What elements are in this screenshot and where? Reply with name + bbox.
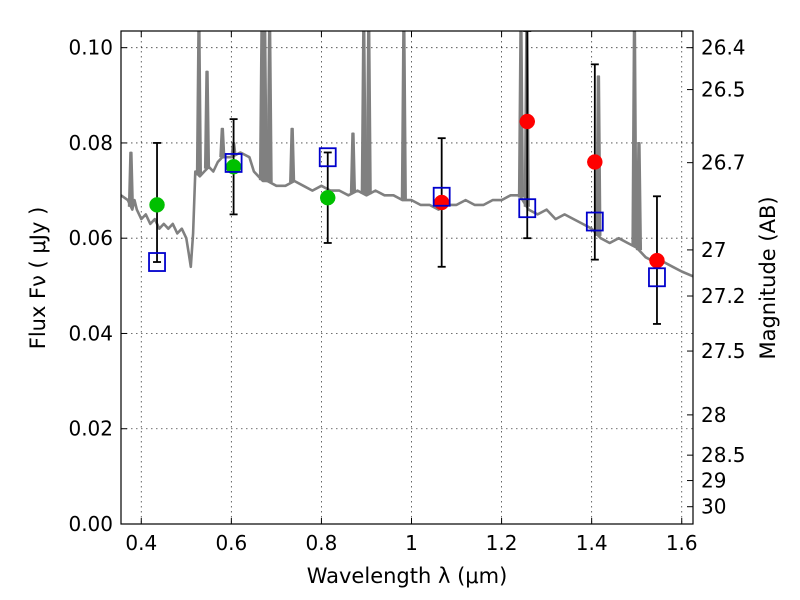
red-point [519, 113, 536, 130]
y2-tick-label: 27.2 [701, 284, 746, 308]
y-tick-label: 0.02 [68, 417, 113, 441]
y-tick-label: 0.06 [68, 226, 113, 250]
emission-line [349, 132, 357, 193]
emission-line [195, 31, 203, 176]
model-photometry-square [318, 147, 337, 168]
y2-tick-label: 28.5 [701, 443, 746, 467]
x-tick-label: 1 [405, 531, 418, 555]
y2-tick-label: 27 [701, 238, 726, 262]
y2-tick-label: 26.7 [701, 151, 746, 175]
model-photometry-square [648, 267, 666, 288]
axis-ticks: 0.4 0.6 0.8 1 1.2 1.4 1.6 0.00 0.02 0.04 0.06 0.08 0… [68, 31, 746, 555]
emission-line [400, 31, 407, 201]
red-point [649, 252, 665, 269]
x-tick-label: 0.8 [306, 531, 338, 555]
model-photometry-square [148, 252, 166, 272]
y-tick-label: 0.04 [68, 321, 113, 345]
data-points [148, 31, 666, 325]
y2-tick-label: 26.5 [701, 78, 746, 102]
x-tick-label: 1.2 [486, 531, 518, 555]
green-point [319, 189, 336, 206]
emission-line [289, 127, 296, 183]
emission-line [266, 31, 273, 183]
y2-tick-label: 30 [701, 495, 726, 519]
emission-line [360, 31, 367, 194]
model-photometry-square [585, 211, 604, 232]
y2-tick-label: 27.5 [701, 339, 746, 363]
emission-line [203, 70, 211, 169]
x-tick-label: 0.4 [125, 531, 157, 555]
plot-frame [120, 30, 694, 525]
y2-axis-label: Magnitude (AB) [756, 196, 780, 359]
red-point [433, 194, 450, 211]
model-spectrum [121, 31, 693, 278]
emission-line [631, 31, 638, 247]
green-point [149, 197, 165, 213]
emission-line [219, 127, 226, 158]
y-axis-label: Flux Fν ( μJy ) [26, 207, 50, 350]
x-tick-label: 0.6 [215, 531, 247, 555]
x-tick-label: 1.6 [666, 531, 698, 555]
emission-line [635, 142, 643, 251]
emission-line [365, 31, 372, 195]
model-continuum [121, 151, 693, 278]
x-tick-label: 1.4 [576, 531, 608, 555]
model-photometry-square [432, 186, 451, 207]
emission-line [127, 151, 135, 207]
red-point [587, 154, 603, 170]
model-photometry-square [518, 198, 537, 219]
y-tick-label: 0.10 [68, 36, 113, 60]
y2-tick-label: 28 [701, 403, 726, 427]
emission-line [261, 31, 268, 182]
emission-line [517, 31, 525, 198]
x-axis-label: Wavelength λ (μm) [307, 564, 508, 588]
y-tick-label: 0.08 [68, 131, 113, 155]
y-tick-label: 0.00 [68, 512, 113, 536]
model-photometry-square [224, 153, 243, 173]
y2-tick-label: 26.4 [701, 36, 746, 60]
y2-tick-label: 29 [701, 469, 726, 493]
